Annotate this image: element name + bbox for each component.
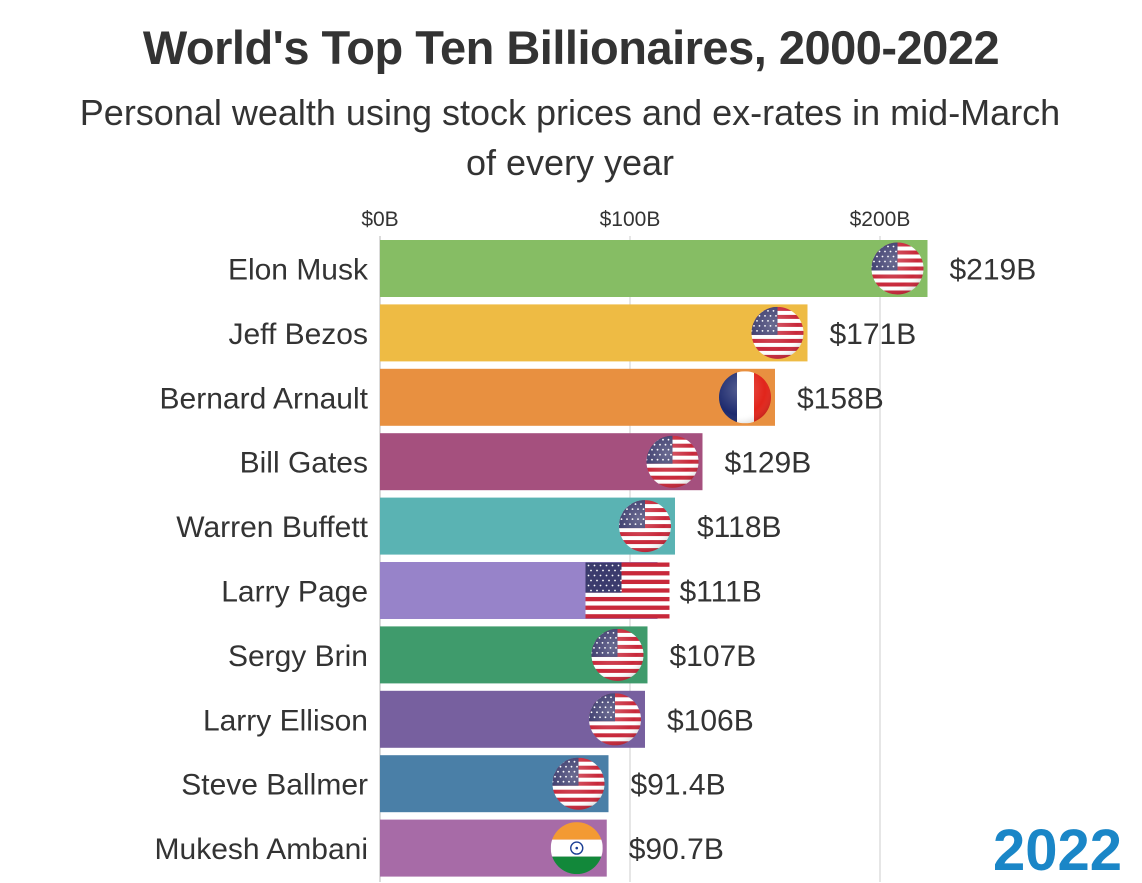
- x-tick-label: $0B: [361, 208, 398, 231]
- y-category-label: Bill Gates: [240, 447, 368, 480]
- y-category-label: Larry Page: [221, 576, 368, 609]
- us-flag-icon: [585, 562, 670, 619]
- y-category-label: Mukesh Ambani: [155, 833, 368, 866]
- bar: [380, 304, 808, 362]
- in-flag-icon: [550, 822, 603, 875]
- us-flag-icon: [619, 500, 671, 553]
- us-flag-icon: [871, 242, 924, 295]
- year-label: 2022: [992, 818, 1122, 883]
- bar-value-label: $90.7B: [629, 833, 724, 866]
- y-category-label: Bernard Arnault: [160, 382, 369, 415]
- y-category-label: Elon Musk: [228, 254, 369, 287]
- bar-value-label: $118B: [697, 511, 782, 544]
- chart-title: World's Top Ten Billionaires, 2000-2022: [142, 21, 1000, 74]
- y-category-label: Steve Ballmer: [181, 769, 368, 802]
- bar: [380, 240, 928, 297]
- us-flag-icon: [751, 306, 804, 359]
- bar-value-label: $219B: [950, 254, 1037, 287]
- y-category-label: Warren Buffett: [176, 511, 368, 544]
- y-category-label: Jeff Bezos: [228, 318, 368, 351]
- bar-value-label: $107B: [670, 640, 757, 673]
- us-flag-icon: [552, 757, 605, 810]
- x-tick-label: $200B: [850, 208, 911, 231]
- bar-value-label: $106B: [667, 704, 754, 737]
- bar-value-label: $158B: [797, 382, 884, 415]
- bar-value-label: $111B: [680, 576, 762, 609]
- us-flag-icon: [646, 435, 699, 488]
- fr-flag-icon: [719, 371, 771, 424]
- x-tick-label: $100B: [600, 208, 661, 231]
- bar-value-label: $129B: [725, 447, 812, 480]
- y-category-label: Sergy Brin: [228, 640, 368, 673]
- bar: [380, 368, 775, 426]
- chart-subtitle: Personal wealth using stock prices and e…: [79, 92, 1061, 183]
- y-category-label: Larry Ellison: [203, 704, 368, 737]
- bar-value-label: $91.4B: [631, 769, 726, 802]
- bar-value-label: $171B: [830, 318, 917, 351]
